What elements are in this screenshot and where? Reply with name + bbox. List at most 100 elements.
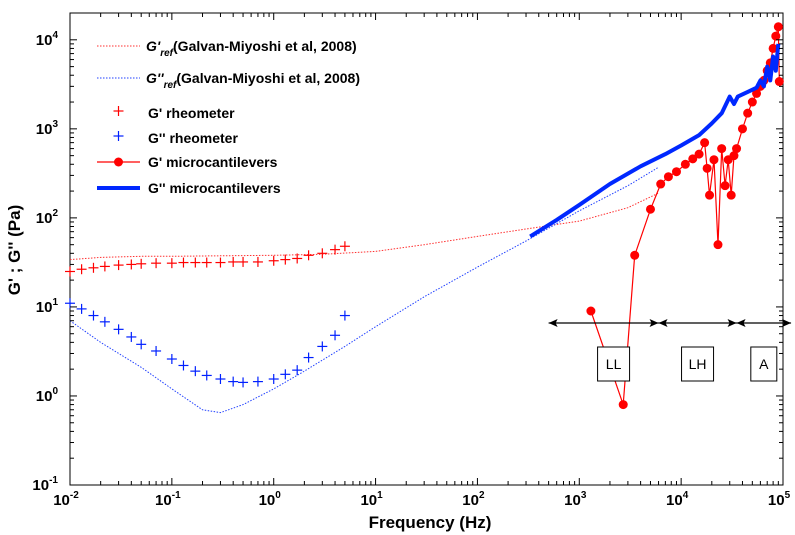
- data-point: [671, 167, 681, 177]
- legend-item: G'ref(Galvan-Miyoshi et al, 2008): [97, 38, 357, 59]
- data-point: [280, 254, 291, 265]
- region-label: LL: [606, 356, 622, 372]
- x-tick-label: 102: [462, 490, 485, 509]
- legend-swatch: [113, 106, 124, 116]
- x-tick-label: 10-1: [155, 490, 181, 509]
- data-point: [88, 262, 99, 273]
- series-3: [65, 298, 350, 388]
- data-point: [190, 366, 201, 377]
- data-point: [228, 256, 239, 267]
- x-tick-label: 100: [259, 490, 282, 509]
- data-point: [76, 303, 87, 314]
- legend-swatch: [113, 131, 124, 141]
- region-ll: LL: [548, 319, 659, 382]
- y-tick-label: 10-1: [32, 475, 58, 494]
- series-line: [529, 43, 781, 239]
- data-point: [166, 354, 177, 365]
- data-point: [215, 374, 226, 385]
- data-point: [709, 155, 719, 165]
- data-point: [773, 22, 783, 32]
- x-tick-label: 105: [768, 490, 791, 509]
- region-label: A: [759, 356, 769, 372]
- series-0: [69, 192, 659, 261]
- x-axis-title: Frequency (Hz): [369, 513, 492, 532]
- data-point: [705, 190, 715, 200]
- data-point: [688, 154, 698, 164]
- data-point: [663, 172, 673, 182]
- data-point: [88, 310, 99, 321]
- legend-item: G' rheometer: [113, 105, 235, 121]
- legend-label: G'' microcantilevers: [148, 180, 281, 196]
- x-tick-label: 103: [564, 490, 587, 509]
- data-point: [680, 159, 690, 169]
- data-point: [252, 256, 263, 267]
- data-point: [720, 181, 730, 191]
- data-point: [317, 341, 328, 352]
- legend-item: G' microcantilevers: [97, 154, 278, 170]
- arrow-head-right: [782, 319, 792, 327]
- data-point: [151, 258, 162, 269]
- y-tick-label: 100: [36, 386, 59, 405]
- data-point: [752, 88, 762, 98]
- data-point: [645, 204, 655, 214]
- region-box: [597, 346, 631, 382]
- x-tick-label: 104: [666, 490, 689, 509]
- data-point: [136, 258, 147, 269]
- data-point: [166, 258, 177, 269]
- data-point: [303, 250, 314, 261]
- data-point: [126, 259, 137, 270]
- data-point: [743, 108, 753, 118]
- legend-label: G' microcantilevers: [148, 154, 278, 170]
- data-point: [201, 257, 212, 268]
- legend-swatch-dot: [114, 157, 123, 167]
- legend-label: G''ref(Galvan-Miyoshi et al, 2008): [146, 70, 360, 91]
- data-point: [136, 339, 147, 350]
- data-point: [771, 31, 781, 41]
- series-5: [529, 43, 781, 239]
- data-point: [292, 365, 303, 376]
- data-point: [113, 324, 124, 335]
- data-point: [747, 97, 757, 107]
- data-point: [303, 352, 314, 363]
- data-point: [113, 260, 124, 271]
- arrow-head-left: [658, 319, 668, 327]
- data-point: [238, 256, 249, 267]
- data-point: [215, 257, 226, 268]
- data-point: [190, 257, 201, 268]
- legend-label: G'' rheometer: [148, 130, 238, 146]
- data-point: [252, 376, 263, 387]
- series-2: [65, 241, 350, 277]
- data-point: [292, 253, 303, 264]
- annotation-layer: LL LH A: [548, 319, 792, 382]
- x-tick-label: 101: [360, 490, 383, 509]
- data-point: [317, 248, 328, 259]
- data-point: [717, 144, 727, 154]
- legend: G'ref(Galvan-Miyoshi et al, 2008) G''ref(…: [97, 38, 360, 196]
- legend-item: G''ref(Galvan-Miyoshi et al, 2008): [97, 70, 360, 91]
- series-line: [69, 166, 659, 414]
- data-point: [201, 370, 212, 381]
- y-tick-label: 102: [36, 208, 59, 227]
- data-point: [339, 241, 350, 252]
- region-box: [750, 346, 778, 382]
- data-point: [586, 306, 596, 316]
- data-point: [178, 257, 189, 268]
- data-point: [99, 261, 110, 272]
- arrow-head-right: [727, 319, 737, 327]
- data-point: [630, 250, 640, 260]
- data-point: [729, 151, 739, 161]
- data-point: [228, 376, 239, 387]
- legend-label: G' rheometer: [148, 105, 235, 121]
- data-point: [65, 266, 75, 277]
- data-point: [339, 310, 350, 321]
- y-tick-label: 104: [36, 30, 59, 49]
- data-point: [694, 149, 704, 159]
- data-point: [774, 77, 784, 87]
- data-point: [330, 330, 341, 341]
- arrow-head-right: [649, 319, 659, 327]
- region-label: LH: [689, 356, 707, 372]
- y-axis-title: G' ; G'' (Pa): [5, 205, 24, 296]
- data-point: [702, 163, 712, 173]
- region-box: [681, 346, 715, 382]
